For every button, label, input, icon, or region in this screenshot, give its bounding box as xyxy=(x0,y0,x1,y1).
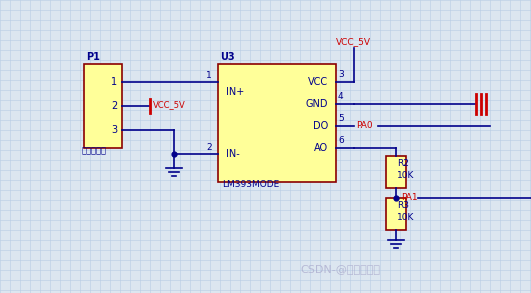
Text: LM393MODE: LM393MODE xyxy=(222,180,279,189)
Text: 4: 4 xyxy=(338,92,344,101)
Text: GND: GND xyxy=(305,99,328,109)
Text: 3: 3 xyxy=(111,125,117,135)
Text: R3: R3 xyxy=(397,200,409,209)
Text: 5: 5 xyxy=(338,114,344,123)
Text: IN-: IN- xyxy=(226,149,240,159)
Text: 1: 1 xyxy=(111,77,117,87)
Text: 2: 2 xyxy=(207,143,212,152)
Text: U3: U3 xyxy=(220,52,235,62)
Bar xyxy=(84,64,122,148)
Text: VCC: VCC xyxy=(308,77,328,87)
Text: IN+: IN+ xyxy=(226,87,244,97)
Text: 脉搏传感器: 脉搏传感器 xyxy=(82,146,107,155)
Text: VCC_5V: VCC_5V xyxy=(153,100,186,110)
Text: 6: 6 xyxy=(338,136,344,145)
Text: R2: R2 xyxy=(397,159,409,168)
Bar xyxy=(218,64,336,182)
Text: VCC_5V: VCC_5V xyxy=(336,37,371,46)
Text: P1: P1 xyxy=(86,52,100,62)
Text: 1: 1 xyxy=(206,71,212,80)
Text: PA0: PA0 xyxy=(356,120,373,130)
Text: AO: AO xyxy=(314,143,328,153)
Bar xyxy=(386,156,406,188)
Text: PA1: PA1 xyxy=(401,193,417,202)
Text: 10K: 10K xyxy=(397,171,414,180)
Text: 3: 3 xyxy=(338,70,344,79)
Bar xyxy=(386,198,406,230)
Text: 2: 2 xyxy=(111,101,117,111)
Text: DO: DO xyxy=(313,121,328,131)
Text: 10K: 10K xyxy=(397,214,414,222)
Text: CSDN-@嵌入式基地: CSDN-@嵌入式基地 xyxy=(300,264,380,274)
